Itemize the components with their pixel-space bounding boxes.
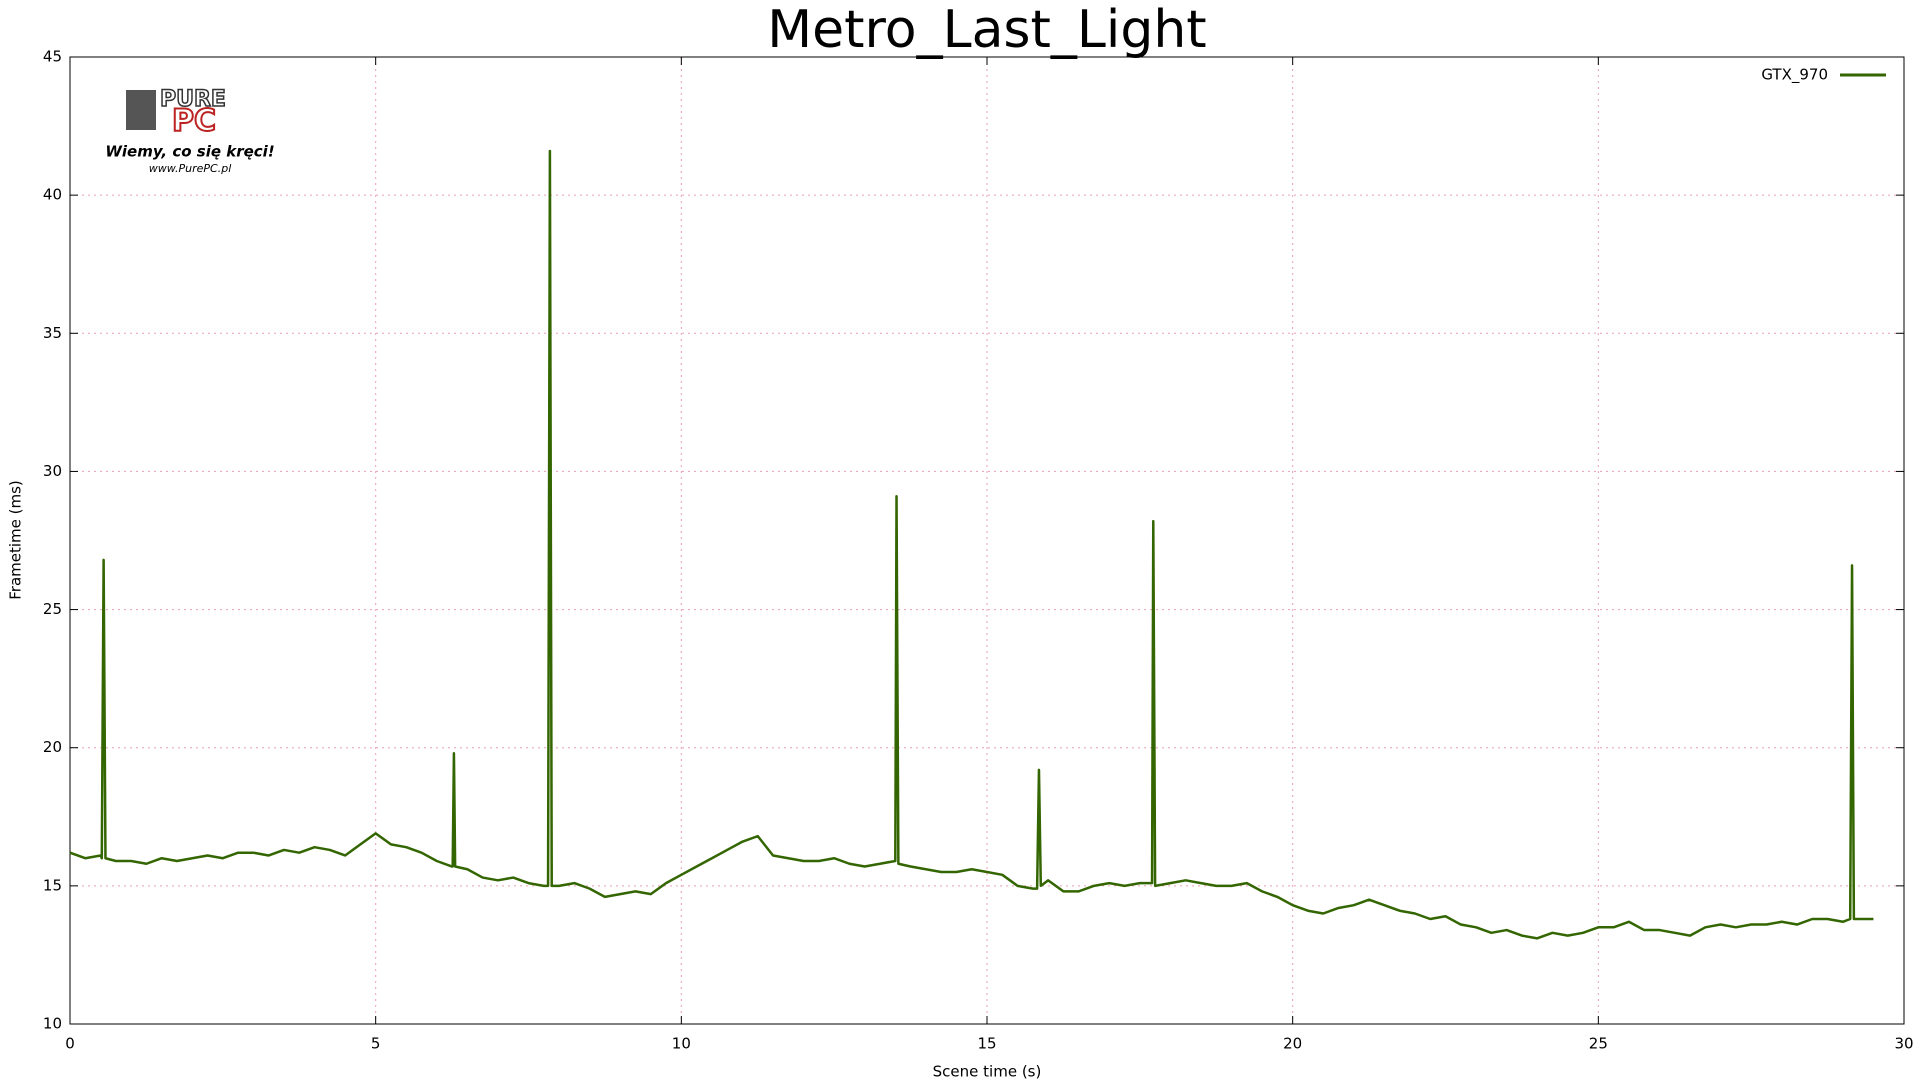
logo-name: PURE bbox=[160, 87, 226, 112]
plot-frame bbox=[69, 56, 1905, 1025]
x-tick-label: 10 bbox=[672, 1035, 691, 1053]
y-tick-label: 45 bbox=[43, 48, 62, 66]
logo-name: PC bbox=[172, 104, 216, 139]
series-line bbox=[69, 149, 1874, 940]
logo-slogan: Wiemy, co się kręci! bbox=[105, 143, 274, 161]
y-tick-label: 40 bbox=[43, 186, 62, 204]
y-tick-label: 25 bbox=[43, 600, 62, 618]
x-tick-label: 30 bbox=[1894, 1035, 1913, 1053]
logo-box bbox=[126, 90, 156, 130]
y-axis-label: Frametime (ms) bbox=[7, 480, 25, 600]
y-tick-label: 15 bbox=[43, 876, 62, 894]
chart-title: Metro_Last_Light bbox=[767, 0, 1206, 60]
x-tick-label: 5 bbox=[371, 1035, 381, 1053]
logo-url: www.PurePC.pl bbox=[149, 162, 232, 175]
x-tick-label: 0 bbox=[65, 1035, 75, 1053]
y-tick-label: 10 bbox=[43, 1015, 62, 1033]
logo: PURE PC Wiemy, co się kręci! www.PurePC.… bbox=[105, 86, 274, 175]
legend-label: GTX_970 bbox=[1761, 66, 1828, 85]
x-axis-label: Scene time (s) bbox=[933, 1063, 1042, 1080]
y-tick-label: 35 bbox=[43, 324, 62, 342]
x-tick-label: 20 bbox=[1283, 1035, 1302, 1053]
y-tick-label: 20 bbox=[43, 738, 62, 756]
y-tick-label: 30 bbox=[43, 462, 62, 480]
x-tick-label: 25 bbox=[1589, 1035, 1608, 1053]
x-tick-label: 15 bbox=[977, 1035, 996, 1053]
